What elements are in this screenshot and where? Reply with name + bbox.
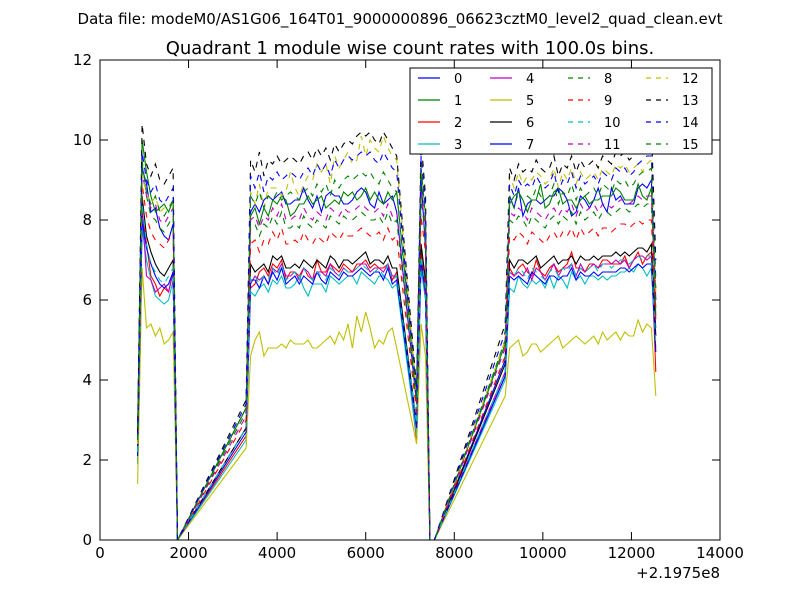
chart-title: Quadrant 1 module wise count rates with … [166,38,655,59]
legend-label-0: 0 [454,72,462,87]
x-tick-label: 6000 [347,544,385,562]
x-tick-label: 0 [95,544,105,562]
legend-label-12: 12 [682,72,699,87]
y-tick-label: 10 [73,131,92,149]
x-tick-label: 4000 [258,544,296,562]
series-line-5 [137,267,657,540]
legend-label-13: 13 [682,94,699,109]
legend-label-7: 7 [526,138,534,153]
series-layer [137,123,657,540]
y-tick-label: 0 [82,531,92,549]
legend-label-4: 4 [526,72,534,87]
x-axis-offset-label: +2.1975e8 [636,564,720,582]
series-line-10 [137,203,657,540]
x-tick-label: 14000 [696,544,744,562]
series-line-11 [137,171,657,540]
y-tick-label: 4 [82,371,92,389]
legend-label-5: 5 [526,94,534,109]
y-tick-label: 6 [82,291,92,309]
legend-label-11: 11 [604,138,621,153]
legend-label-3: 3 [454,138,462,153]
figure-suptitle: Data file: modeM0/AS1G06_164T01_90000008… [78,10,723,29]
x-tick-label: 12000 [608,544,656,562]
legend-label-14: 14 [682,116,699,131]
y-tick-label: 8 [82,211,92,229]
y-tick-label: 2 [82,451,92,469]
x-tick-label: 10000 [519,544,567,562]
series-line-14 [137,150,657,540]
x-axis: 0 2000 4000 6000 8000 10000 12000 14000 [95,60,744,562]
y-tick-label: 12 [73,51,92,69]
series-line-8 [137,159,657,540]
legend-frame [409,67,713,155]
series-line-3 [137,227,657,540]
series-line-13 [137,123,657,540]
series-line-6 [137,195,657,540]
series-line-9 [137,183,657,540]
series-line-15 [137,163,657,540]
x-tick-label: 8000 [435,544,473,562]
legend-label-1: 1 [454,94,462,109]
legend-label-2: 2 [454,116,462,131]
legend-label-9: 9 [604,94,612,109]
legend-label-8: 8 [604,72,612,87]
legend-label-6: 6 [526,116,534,131]
legend-label-10: 10 [604,116,621,131]
x-tick-label: 2000 [169,544,207,562]
legend-label-15: 15 [682,138,699,153]
